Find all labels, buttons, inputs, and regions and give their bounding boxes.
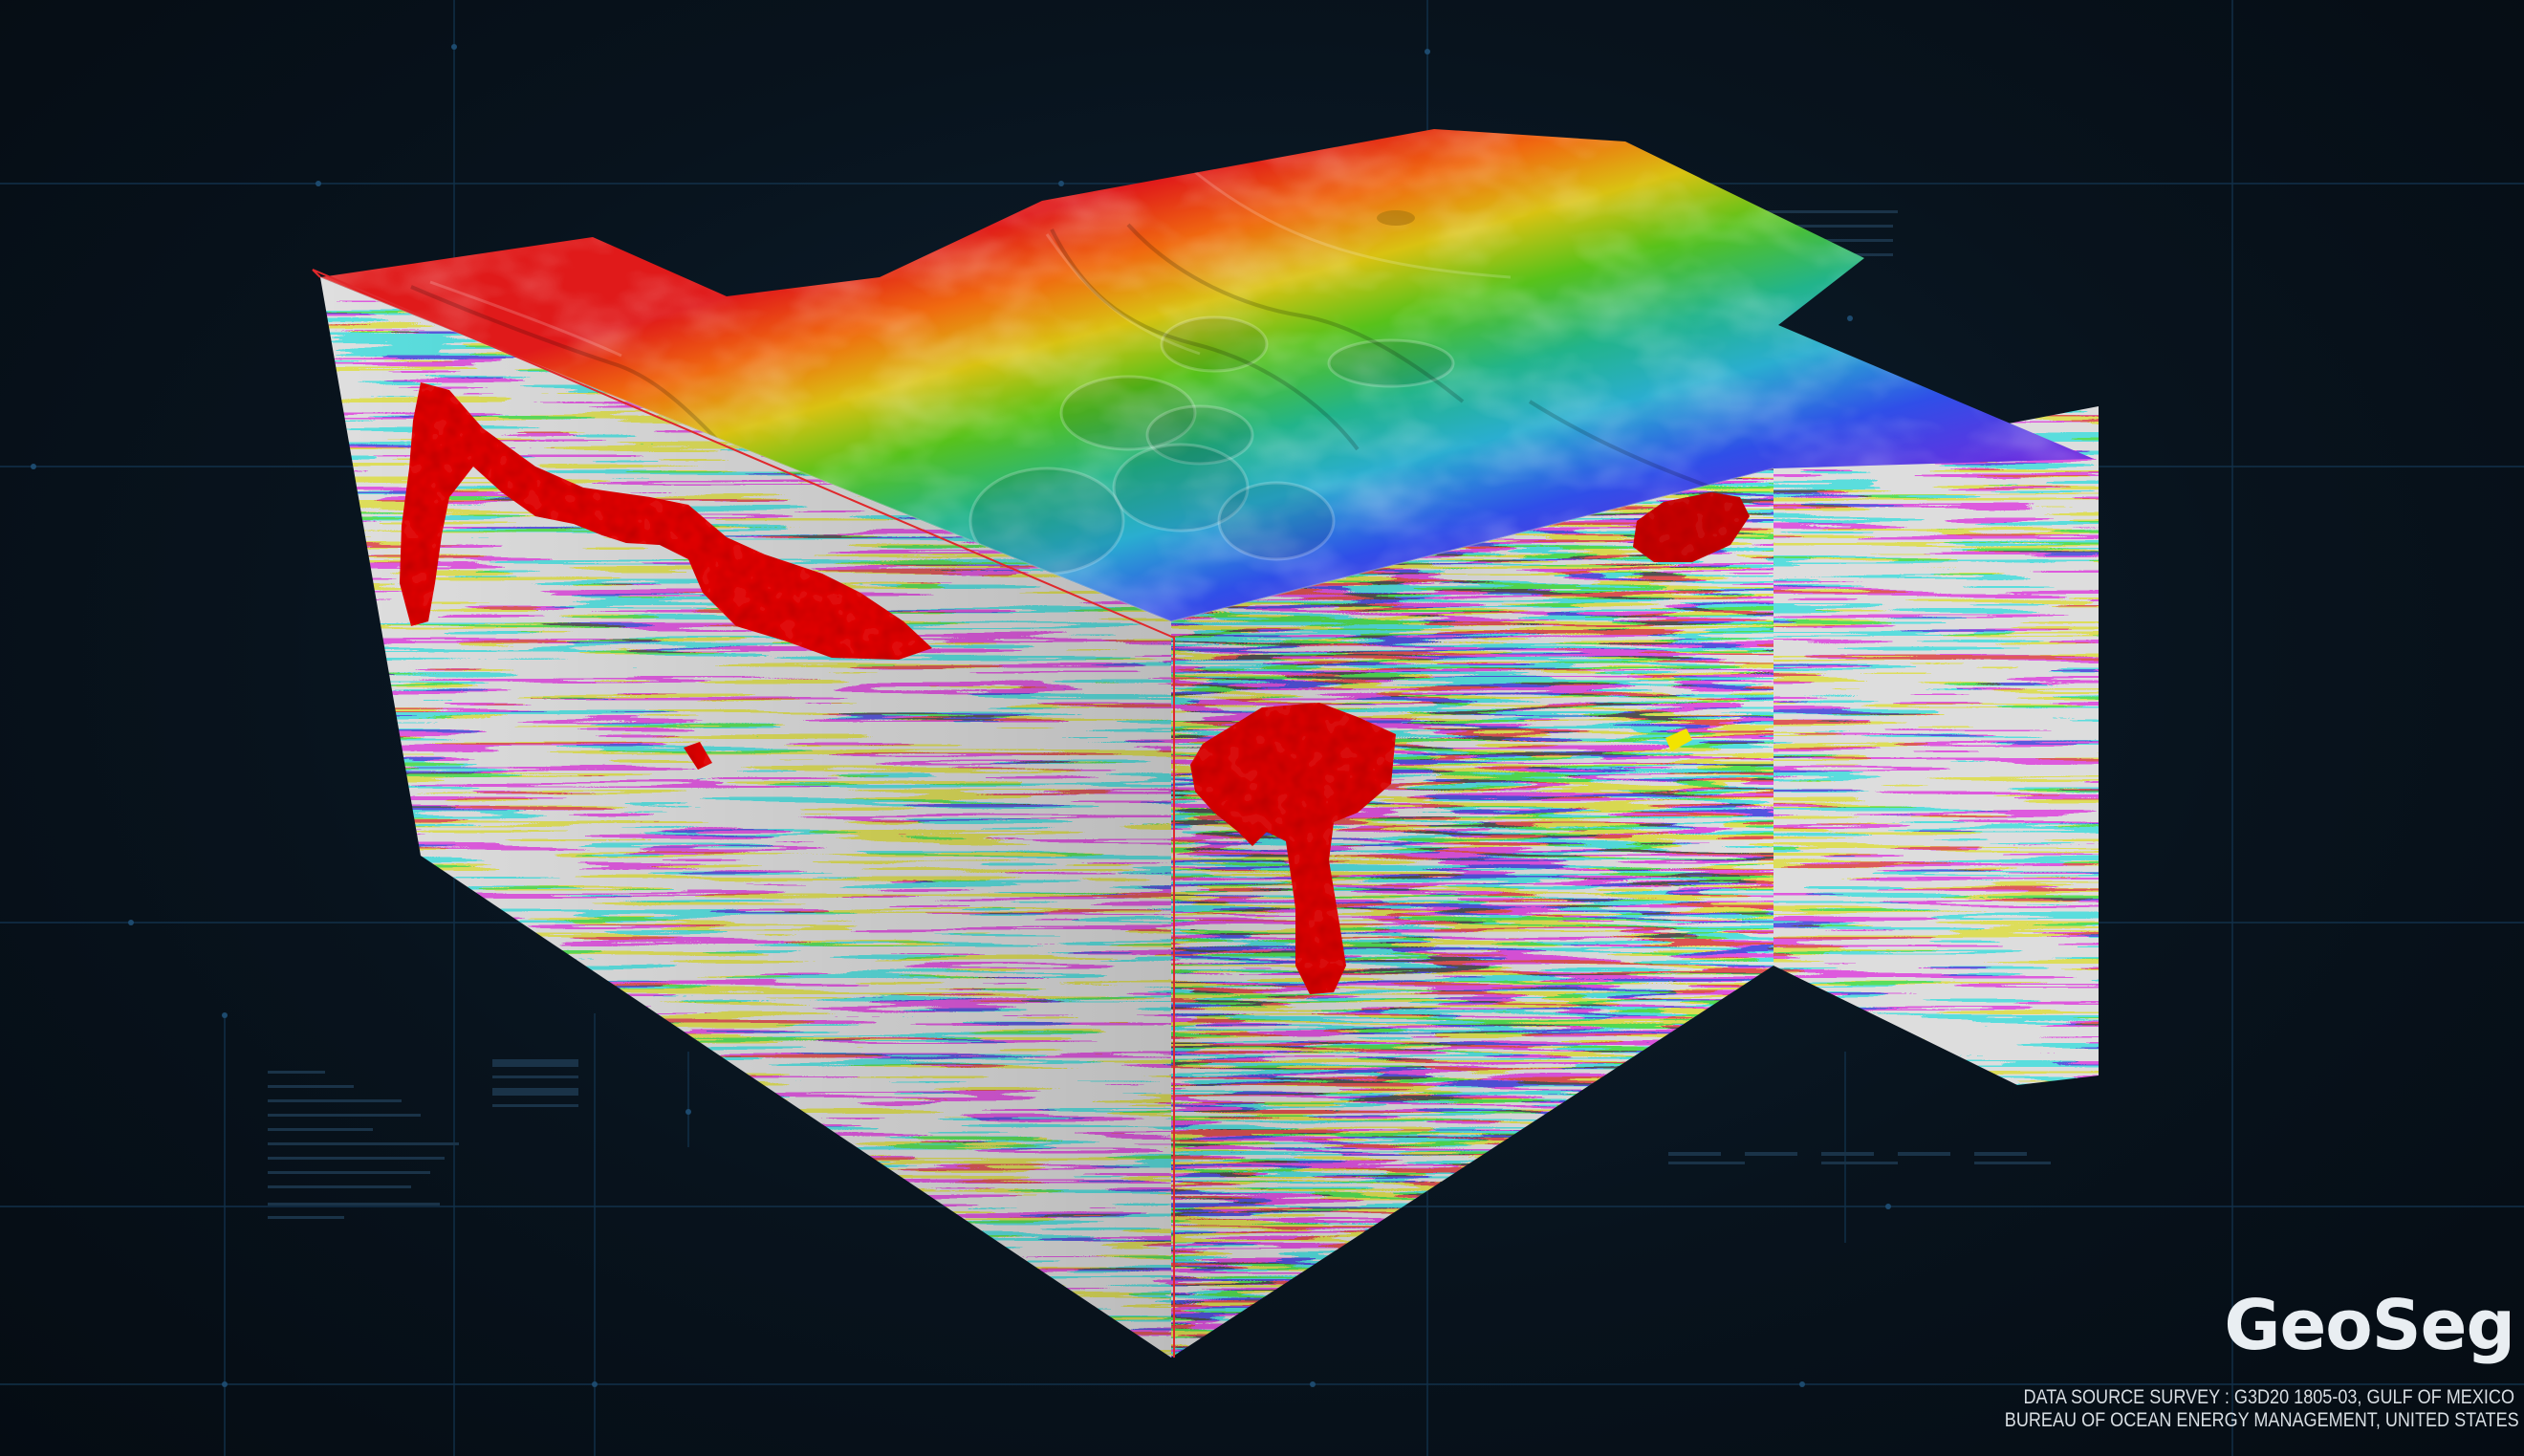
salt-body-left-canopy xyxy=(400,382,932,660)
brand-block: GeoSeg DATA SOURCE SURVEY : G3D20 1805-0… xyxy=(1922,1285,2519,1432)
segmented-salt-bodies xyxy=(400,382,1750,994)
salt-body-front-stem xyxy=(1190,703,1396,994)
salt-body-right-dome xyxy=(1633,492,1750,562)
salt-body-left-small xyxy=(684,742,712,770)
highlight-marker xyxy=(1665,728,1692,751)
seismic-back-face xyxy=(1773,406,2099,1085)
agency-line: BUREAU OF OCEAN ENERGY MANAGEMENT, UNITE… xyxy=(2004,1409,2519,1431)
hud-panel-left xyxy=(268,1059,578,1219)
selection-outline xyxy=(312,269,1175,1358)
hud-markers xyxy=(31,44,1891,1387)
geoseg-logo: GeoSeg xyxy=(2224,1285,2515,1365)
data-source-line: DATA SOURCE SURVEY : G3D20 1805-03, GULF… xyxy=(2023,1386,2514,1408)
